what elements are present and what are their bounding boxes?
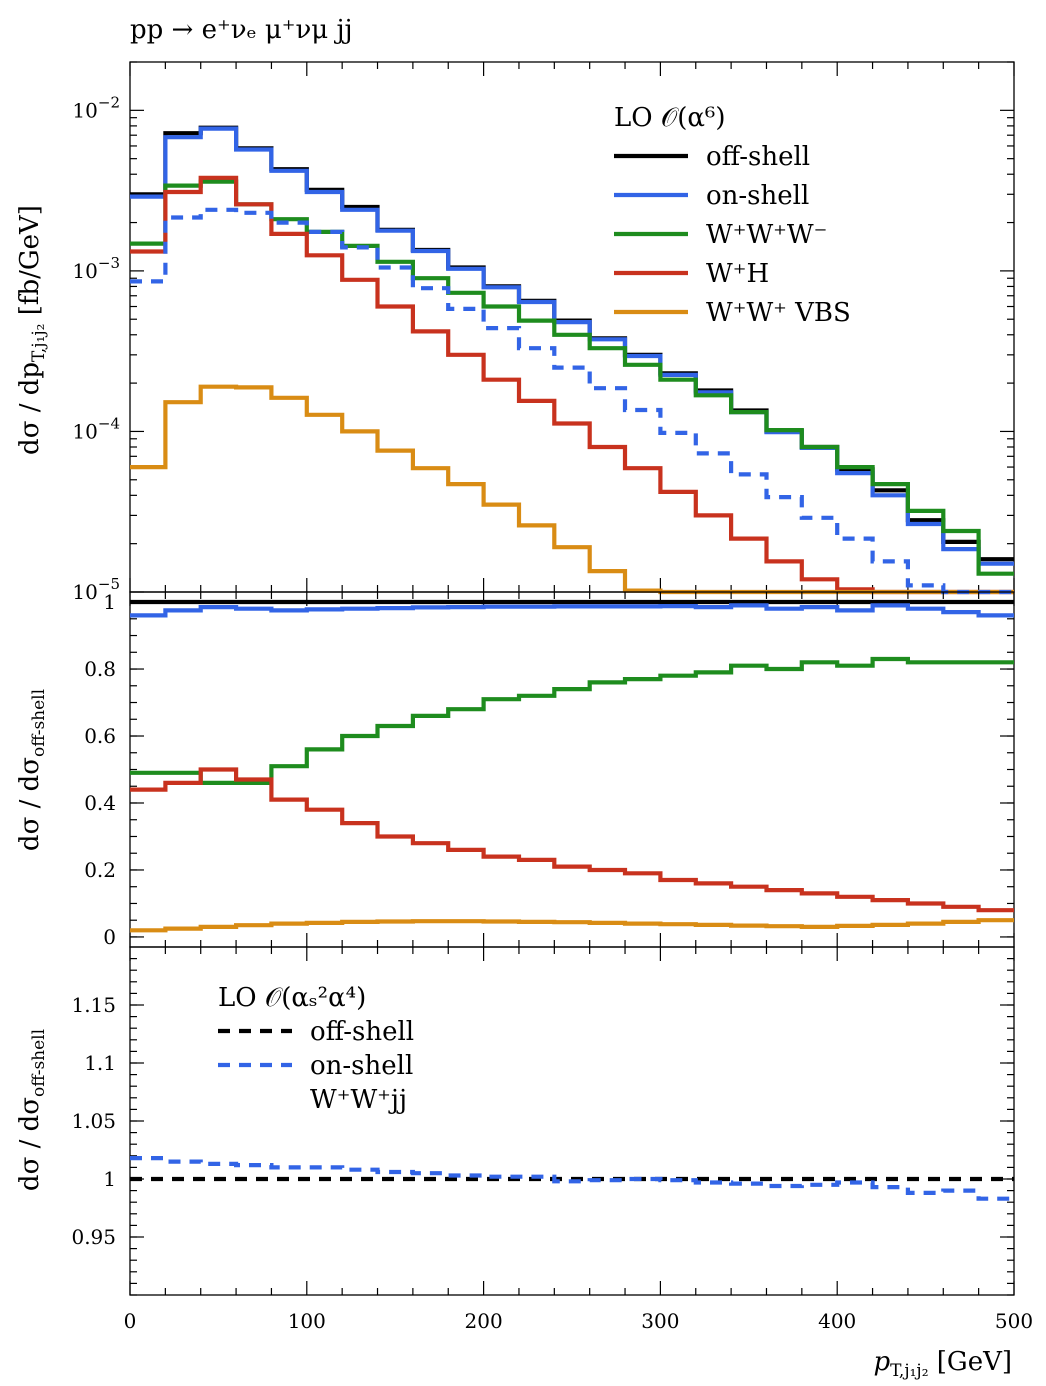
top-y-axis-label: dσ / dpT,j₁j₂ [fb/GeV] <box>15 205 49 455</box>
bottom-y-axis-label: dσ / dσoff-shell <box>15 1029 49 1191</box>
middle-series-w-w-w- <box>130 656 1014 785</box>
bottom-y-tick-label-0: 0.95 <box>71 1225 116 1249</box>
legend-entry-1: on-shell <box>706 181 809 211</box>
middle-y-tick-label-3: 0.6 <box>84 724 116 748</box>
middle-panel-frame <box>129 591 1015 948</box>
x-axis-label-main: p <box>873 1347 890 1377</box>
middle-y-axis-label-main: dσ / dσ <box>15 757 45 851</box>
x-axis-label-sub: T,j₁j₂ <box>890 1361 928 1381</box>
bottom-legend: LO 𝒪(αₛ²α⁴) off-shell on-shell W⁺W⁺jj <box>218 983 414 1115</box>
top-y-axis-label-sub: T,j₁j₂ <box>29 324 49 362</box>
middle-y-axis-label: dσ / dσoff-shell <box>15 689 49 851</box>
x-tick-label-300: 300 <box>641 1309 679 1333</box>
bottom-panel: 0.95 1 1.05 1.1 1.15 LO 𝒪(αₛ²α⁴) off-shell on-… <box>71 946 1015 1296</box>
bottom-y-axis-label-main: dσ / dσ <box>15 1097 45 1191</box>
middle-series-w-h <box>130 767 1014 913</box>
top-panel-frame <box>129 61 1015 593</box>
legend-entry-2: W⁺W⁺jj <box>310 1085 407 1115</box>
legend-entry-2: W⁺W⁺W⁻ <box>706 220 827 250</box>
bottom-y-tick-label-4: 1.15 <box>71 993 116 1017</box>
top-y-tick-label-1: 10−3 <box>72 254 120 283</box>
legend-entry-0: off-shell <box>706 142 810 172</box>
bottom-y-tick-label-1: 1 <box>103 1167 116 1191</box>
legend-title: LO 𝒪(α⁶) <box>614 103 726 133</box>
x-axis-label-unit: [GeV] <box>929 1347 1012 1377</box>
top-series-w-w-w- <box>130 179 1014 576</box>
top-series-w-h <box>130 175 1014 595</box>
bottom-series-on-shell <box>130 1156 1014 1201</box>
x-tick-label-100: 100 <box>288 1309 326 1333</box>
legend-title: LO 𝒪(αₛ²α⁴) <box>218 983 366 1013</box>
top-series-on-shell <box>130 126 1014 566</box>
top-panel: 10−2 10−3 10−4 10−5 LO 𝒪(α⁶) off-shell on-she… <box>72 61 1015 604</box>
bottom-panel-ticks: 0.95 1 1.05 1.1 1.15 <box>71 947 1015 1296</box>
legend-entry-1: on-shell <box>310 1051 413 1081</box>
x-tick-label-200: 200 <box>465 1309 503 1333</box>
top-panel-ticks: 10−2 10−3 10−4 10−5 <box>72 61 1015 604</box>
top-y-tick-label-0: 10−2 <box>72 93 120 122</box>
middle-series-w-w-vbs <box>130 918 1014 933</box>
middle-y-tick-label-4: 0.8 <box>84 657 116 681</box>
middle-series-on-shell <box>130 603 1014 618</box>
top-y-axis-label-unit: [fb/GeV] <box>15 205 45 324</box>
middle-panel-series <box>130 599 1014 933</box>
bottom-panel-series <box>130 1156 1014 1201</box>
x-tick-label-400: 400 <box>818 1309 856 1333</box>
figure-title: pp → e⁺νₑ μ⁺νμ jj <box>130 15 353 45</box>
bottom-y-axis-label-sub: off-shell <box>29 1029 49 1097</box>
top-legend: LO 𝒪(α⁶) off-shell on-shell W⁺W⁺W⁻ W⁺H W⁺W⁺ V… <box>614 103 851 328</box>
top-y-axis-label-main: dσ / dp <box>15 362 45 455</box>
middle-panel: 0 0.2 0.4 0.6 0.8 1 <box>84 590 1015 949</box>
legend-entry-0: off-shell <box>310 1017 414 1047</box>
top-series-dashed-5 <box>130 207 1014 595</box>
middle-y-tick-label-5: 1 <box>103 590 116 614</box>
x-axis-label: pT,j₁j₂ [GeV] <box>873 1347 1012 1381</box>
bottom-y-tick-label-2: 1.05 <box>71 1109 116 1133</box>
top-y-tick-label-3: 10−5 <box>72 575 120 604</box>
x-tick-label-500: 500 <box>995 1309 1033 1333</box>
x-axis: 0 100 200 300 400 500 <box>124 1309 1033 1333</box>
legend-entry-3: W⁺H <box>706 259 769 289</box>
x-tick-label-0: 0 <box>124 1309 137 1333</box>
middle-y-tick-label-2: 0.4 <box>84 791 116 815</box>
middle-y-tick-label-1: 0.2 <box>84 858 116 882</box>
bottom-y-tick-label-3: 1.1 <box>84 1051 116 1075</box>
top-y-tick-label-2: 10−4 <box>72 414 120 443</box>
middle-y-tick-label-0: 0 <box>103 925 116 949</box>
top-panel-series <box>130 125 1014 595</box>
legend-entry-4: W⁺W⁺ VBS <box>706 298 851 328</box>
middle-y-axis-label-sub: off-shell <box>29 689 49 757</box>
